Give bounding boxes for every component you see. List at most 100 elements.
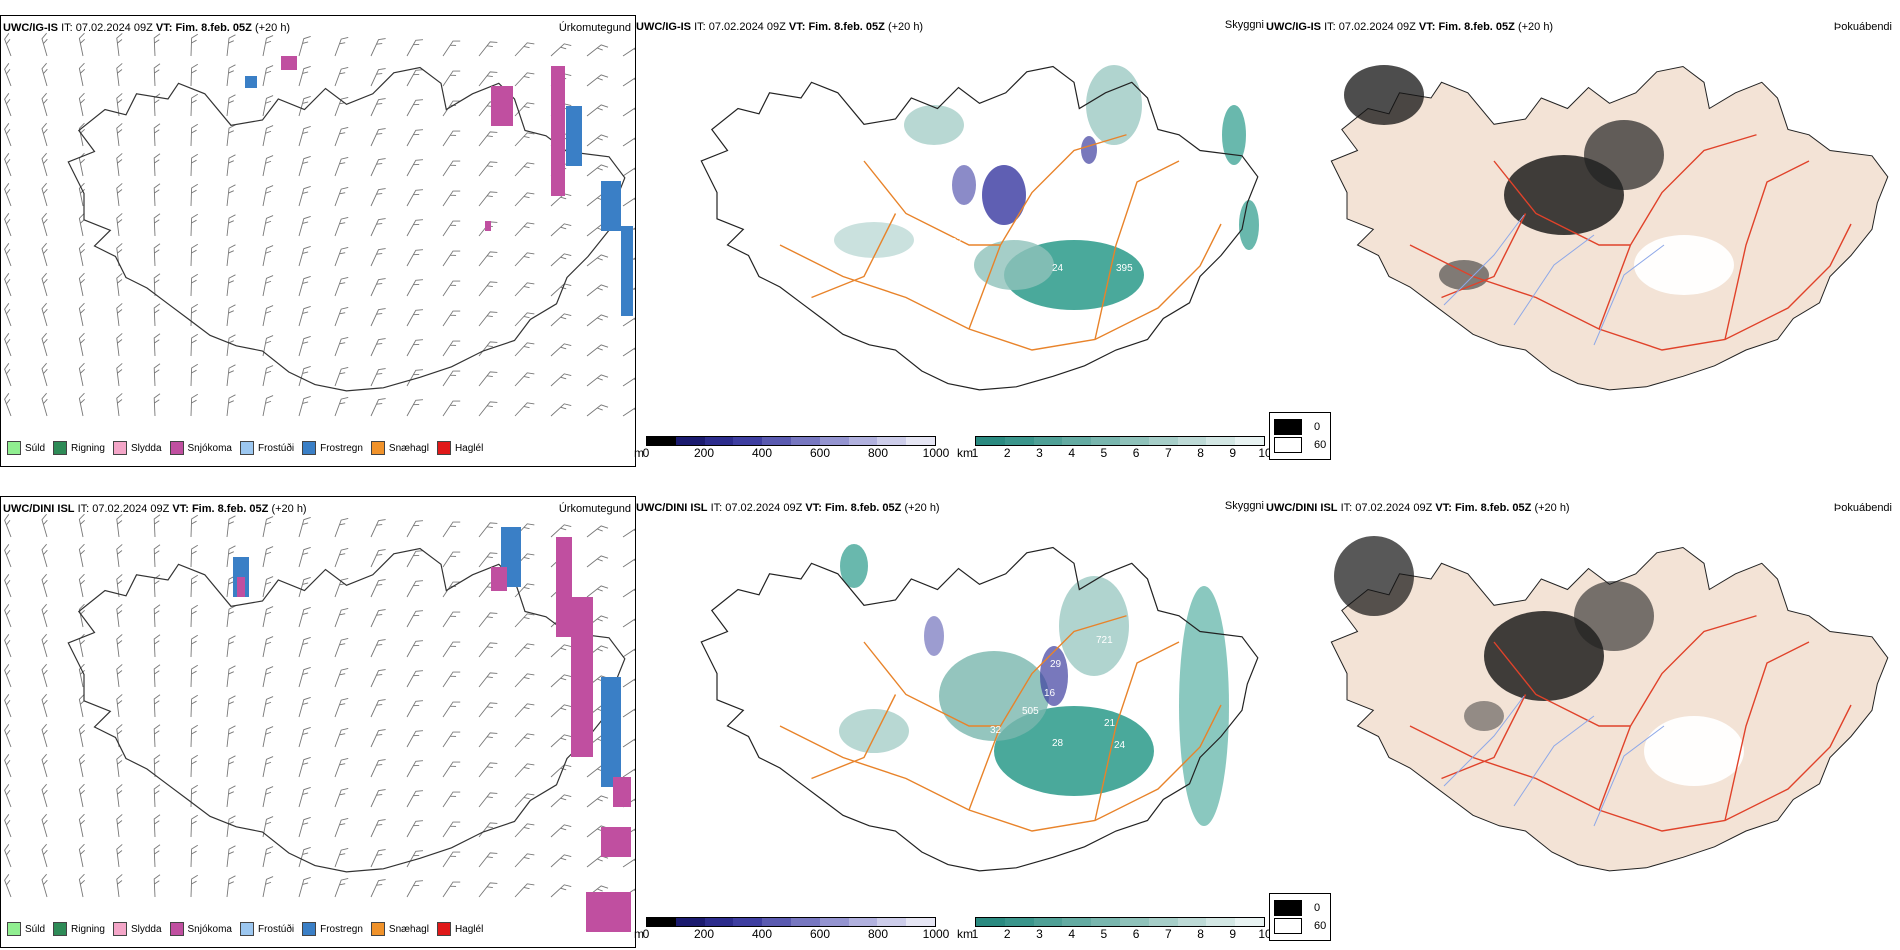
wind-barb bbox=[4, 784, 12, 808]
scale-step bbox=[1235, 437, 1264, 445]
wind-barb bbox=[298, 185, 311, 207]
precip-legend: Súld Rigning Slydda Snjókoma Frostúði Frostre… bbox=[7, 441, 483, 455]
wind-barb bbox=[514, 613, 535, 628]
wind-barb bbox=[514, 853, 535, 868]
wind-barb bbox=[190, 874, 198, 898]
rivers bbox=[1443, 695, 1665, 827]
visibility-scale: km 1 2 3 4 5 6 7 8 9 10 bbox=[957, 436, 1272, 460]
legend-item: Rigning bbox=[53, 441, 105, 455]
legend-swatch bbox=[112, 922, 127, 936]
wind-barb bbox=[41, 272, 48, 297]
wind-barb bbox=[334, 607, 349, 628]
wind-barb bbox=[298, 576, 311, 598]
wind-barb bbox=[78, 753, 85, 778]
wind-barb bbox=[116, 213, 123, 237]
wind-barb bbox=[78, 543, 85, 568]
wind-barb bbox=[334, 276, 349, 297]
scale-step bbox=[647, 437, 676, 445]
wind-barb bbox=[4, 93, 12, 117]
wind-barb bbox=[370, 188, 386, 207]
wind-barb bbox=[622, 526, 635, 538]
wind-barb bbox=[442, 701, 461, 718]
wind-barb bbox=[550, 794, 572, 808]
cloud-base-label: 16 bbox=[1044, 688, 1056, 699]
wind-barb bbox=[226, 304, 236, 327]
map-fog-bottom bbox=[1330, 536, 1889, 872]
scale-tick: 10 bbox=[1258, 927, 1272, 941]
wind-barb bbox=[442, 250, 461, 267]
fog-key-label: 0 bbox=[1314, 421, 1321, 433]
wind-barb bbox=[550, 704, 572, 718]
wind-barb bbox=[190, 574, 198, 598]
wind-barb bbox=[514, 372, 535, 387]
panel-header: UWC/DINI ISL IT: 07.02.2024 09Z VT: Fim.… bbox=[1266, 502, 1570, 514]
wind-barb bbox=[298, 546, 311, 568]
wind-barb bbox=[262, 546, 274, 568]
legend-item: Frostregn bbox=[302, 441, 363, 455]
fog-key: 0 60 bbox=[1269, 893, 1332, 941]
scale-tick: 3 bbox=[1036, 927, 1043, 941]
scale-step bbox=[1177, 918, 1207, 926]
wind-barb bbox=[116, 393, 123, 417]
scale-step bbox=[1206, 437, 1236, 445]
wind-barb bbox=[298, 335, 311, 357]
wind-barb bbox=[116, 844, 123, 868]
wind-barb bbox=[406, 249, 424, 267]
scale-tick: 2 bbox=[1003, 446, 1011, 460]
wind-barb bbox=[334, 156, 349, 177]
legend-swatch bbox=[239, 922, 254, 936]
wind-barb bbox=[262, 636, 274, 658]
wind-barb bbox=[226, 154, 236, 177]
wind-barb bbox=[262, 335, 274, 357]
scale-tick: 7 bbox=[1164, 446, 1172, 460]
wind-barb bbox=[586, 585, 609, 598]
wind-barb bbox=[514, 42, 535, 57]
wind-barb bbox=[406, 820, 424, 838]
wind-barb bbox=[406, 700, 424, 718]
scale-tick: 800 bbox=[867, 927, 889, 941]
wind-barb bbox=[298, 786, 311, 808]
wind-barb bbox=[226, 124, 236, 147]
wind-barb bbox=[370, 729, 386, 748]
wind-barb bbox=[478, 281, 498, 297]
legend-swatch bbox=[7, 441, 21, 455]
wind-barb bbox=[153, 243, 161, 267]
legend-swatch bbox=[53, 922, 68, 936]
wind-barb bbox=[4, 333, 12, 357]
wind-barb bbox=[550, 644, 572, 658]
wind-barb bbox=[4, 634, 12, 658]
wind-barb bbox=[622, 405, 635, 417]
scale-step bbox=[1004, 437, 1034, 445]
scale-tick: 4 bbox=[1068, 927, 1075, 941]
wind-barb bbox=[334, 306, 349, 327]
wind-barb bbox=[153, 514, 161, 538]
wind-barb bbox=[406, 219, 424, 237]
wind-barb bbox=[4, 123, 12, 147]
cloud-base-label: 721 bbox=[1096, 635, 1113, 646]
wind-barb bbox=[116, 63, 123, 87]
wind-barb bbox=[370, 549, 386, 568]
scale-step bbox=[733, 918, 763, 926]
wind-barb bbox=[262, 606, 274, 628]
scale-tick: 3 bbox=[1036, 446, 1043, 460]
legend-label: Frostregn bbox=[320, 442, 363, 454]
visibility-scale: km 1 2 3 4 5 6 7 8 9 10 bbox=[957, 917, 1272, 941]
wind-barb bbox=[370, 98, 386, 117]
wind-barb bbox=[406, 670, 424, 688]
wind-barb bbox=[334, 396, 349, 417]
road-network bbox=[779, 134, 1222, 351]
scale-tick: 9 bbox=[1229, 927, 1237, 941]
legend-label: Slydda bbox=[130, 442, 162, 454]
wind-barb bbox=[190, 844, 198, 868]
wind-barb bbox=[514, 312, 535, 327]
wind-barb bbox=[406, 550, 424, 568]
wind-barb bbox=[116, 153, 123, 177]
precip-patches bbox=[245, 56, 633, 316]
wind-barb bbox=[514, 673, 535, 688]
wind-barb bbox=[78, 242, 85, 267]
legend-item: Snæhagl bbox=[370, 441, 429, 455]
wind-barb bbox=[586, 404, 609, 417]
wind-barb bbox=[514, 192, 535, 207]
wind-barb bbox=[4, 393, 12, 417]
scale-tick: 8 bbox=[1197, 927, 1204, 941]
